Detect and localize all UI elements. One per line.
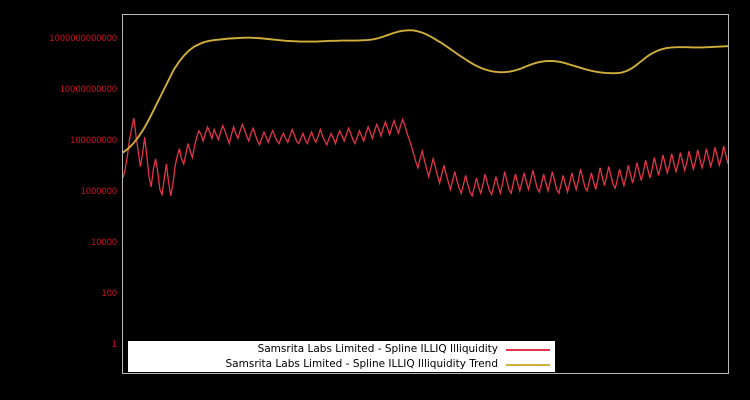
y-tick-label: 1000000000000	[49, 33, 117, 44]
legend-line-swatch-trend	[506, 359, 550, 370]
series-canvas	[123, 29, 728, 198]
legend-item-illiquidity: Samsrita Labs Limited - Spline ILLIQ Ill…	[129, 342, 554, 357]
y-tick-label: 100	[101, 288, 117, 299]
legend-line-swatch-illiquidity	[506, 344, 550, 355]
y-tick-label: 1	[111, 339, 117, 350]
y-tick-label: 1000000	[80, 186, 118, 197]
y-tick-label: 100000000	[70, 135, 117, 146]
y-tick-label: 10000	[90, 237, 117, 248]
legend: Samsrita Labs Limited - Spline ILLIQ Ill…	[128, 341, 555, 372]
legend-item-illiquidity-trend: Samsrita Labs Limited - Spline ILLIQ Ill…	[129, 357, 554, 372]
y-tick-label: 10000000000	[59, 84, 117, 95]
line-series-illiquidity-trend	[123, 29, 728, 154]
plot-area	[122, 14, 729, 374]
legend-label: Samsrita Labs Limited - Spline ILLIQ Ill…	[225, 358, 498, 370]
line-series-illiquidity	[123, 117, 728, 198]
legend-label: Samsrita Labs Limited - Spline ILLIQ Ill…	[257, 343, 498, 355]
